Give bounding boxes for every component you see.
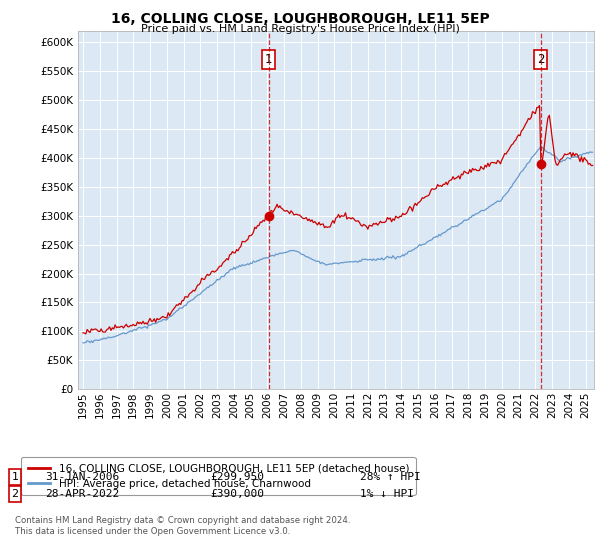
Text: 28% ↑ HPI: 28% ↑ HPI <box>360 472 421 482</box>
Text: 31-JAN-2006: 31-JAN-2006 <box>45 472 119 482</box>
Text: 2: 2 <box>11 489 19 499</box>
Text: 1: 1 <box>265 53 272 66</box>
Text: £299,950: £299,950 <box>210 472 264 482</box>
Text: 16, COLLING CLOSE, LOUGHBOROUGH, LE11 5EP: 16, COLLING CLOSE, LOUGHBOROUGH, LE11 5E… <box>110 12 490 26</box>
Text: 2: 2 <box>537 53 544 66</box>
Legend: 16, COLLING CLOSE, LOUGHBOROUGH, LE11 5EP (detached house), HPI: Average price, : 16, COLLING CLOSE, LOUGHBOROUGH, LE11 5E… <box>21 457 416 495</box>
Text: 1: 1 <box>11 472 19 482</box>
Text: 28-APR-2022: 28-APR-2022 <box>45 489 119 499</box>
Text: 1% ↓ HPI: 1% ↓ HPI <box>360 489 414 499</box>
Text: £390,000: £390,000 <box>210 489 264 499</box>
Text: Contains HM Land Registry data © Crown copyright and database right 2024.
This d: Contains HM Land Registry data © Crown c… <box>15 516 350 536</box>
Text: Price paid vs. HM Land Registry's House Price Index (HPI): Price paid vs. HM Land Registry's House … <box>140 24 460 34</box>
